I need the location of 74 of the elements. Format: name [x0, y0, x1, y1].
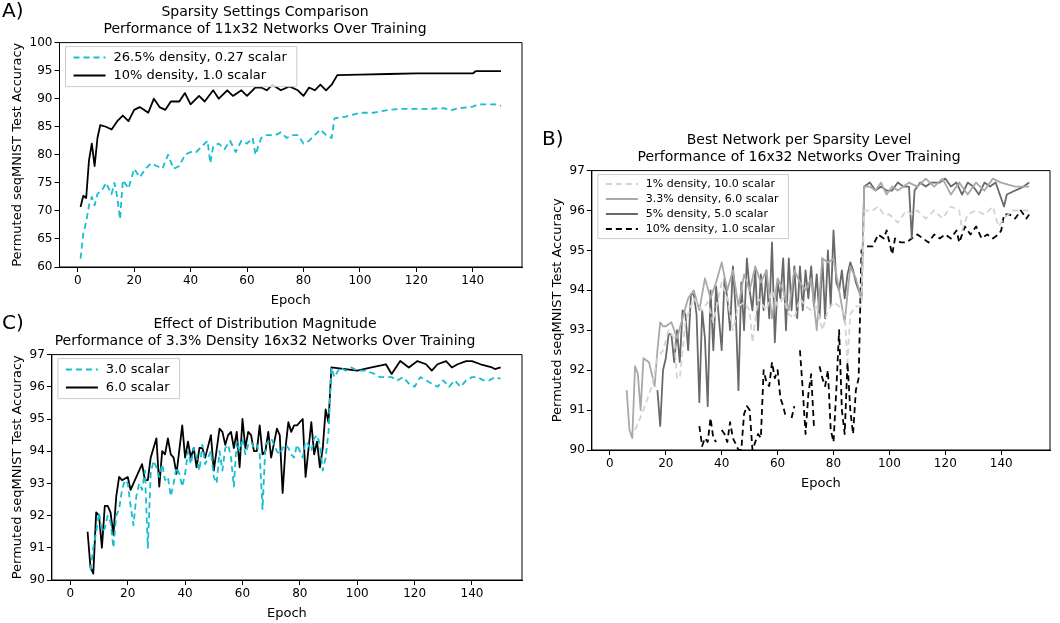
- y-tick-label: 94: [569, 282, 585, 297]
- y-tick-label: 94: [29, 443, 45, 458]
- legend-label: 3.3% density, 6.0 scalar: [645, 191, 779, 205]
- line-series: [634, 205, 1031, 431]
- y-tick-label: 95: [569, 242, 585, 257]
- x-tick-label: 100: [345, 586, 369, 601]
- chart-title: Best Network per Sparsity Level: [686, 131, 912, 148]
- y-tick-label: 96: [29, 378, 45, 393]
- legend-label: 10% density, 1.0 scalar: [645, 221, 776, 235]
- x-axis-title: Epoch: [267, 604, 307, 620]
- legend-label: 3.0 scalar: [105, 360, 171, 376]
- x-tick-label: 80: [292, 586, 308, 601]
- x-tick-label: 40: [182, 273, 199, 288]
- legend-label: 5% density, 5.0 scalar: [645, 206, 769, 220]
- y-tick-label: 97: [29, 346, 45, 361]
- y-tick-label: 91: [569, 402, 585, 417]
- chart-title: Sparsity Settings Comparison: [161, 3, 369, 20]
- x-tick-label: 80: [825, 456, 842, 471]
- x-tick-label: 60: [234, 586, 251, 601]
- y-tick-label: 95: [29, 411, 45, 426]
- x-tick-label: 100: [877, 456, 901, 471]
- y-tick-label: 85: [37, 118, 53, 133]
- legend-label: 6.0 scalar: [105, 378, 171, 394]
- x-tick-label: 60: [239, 273, 255, 288]
- x-tick-label: 20: [126, 273, 142, 288]
- x-tick-label: 120: [404, 273, 428, 288]
- x-tick-label: 100: [348, 273, 372, 288]
- y-tick-label: 70: [37, 203, 53, 218]
- y-tick-label: 91: [29, 539, 45, 554]
- y-tick-label: 100: [29, 34, 53, 49]
- legend-label: 26.5% density, 0.27 scalar: [113, 48, 288, 64]
- y-tick-label: 65: [37, 231, 53, 246]
- y-axis-title: Permuted seqMNIST Test Accuracy: [9, 42, 25, 267]
- x-tick-label: 20: [120, 586, 136, 601]
- text: B): [542, 126, 564, 151]
- x-tick-label: 0: [73, 273, 82, 288]
- x-tick-label: 120: [403, 586, 427, 601]
- y-tick-label: 93: [569, 322, 585, 337]
- x-tick-label: 120: [933, 456, 957, 471]
- x-tick-label: 20: [658, 456, 674, 471]
- y-tick-label: 90: [569, 442, 585, 457]
- chart-title: Effect of Distribution Magnitude: [153, 315, 377, 332]
- line-series: [79, 103, 502, 260]
- x-tick-label: 140: [989, 456, 1013, 471]
- x-tick-label: 60: [769, 456, 786, 471]
- y-tick-label: 92: [569, 362, 585, 377]
- chart-subtitle: Performance of 11x32 Networks Over Training: [103, 19, 427, 36]
- y-tick-label: 97: [569, 162, 585, 177]
- text: C): [2, 310, 24, 335]
- y-tick-label: 96: [569, 202, 585, 217]
- y-tick-label: 90: [29, 572, 45, 587]
- x-tick-label: 140: [461, 273, 485, 288]
- x-tick-label: 40: [177, 586, 193, 601]
- chart-subtitle: Performance of 16x32 Networks Over Training: [637, 147, 961, 164]
- x-tick-label: 0: [66, 586, 75, 601]
- x-tick-label: 40: [714, 456, 730, 471]
- legend-label: 10% density, 1.0 scalar: [113, 66, 267, 82]
- y-tick-label: 80: [37, 146, 53, 161]
- y-tick-label: 93: [29, 475, 45, 490]
- legend-label: 1% density, 10.0 scalar: [645, 176, 776, 190]
- y-tick-label: 92: [29, 507, 45, 522]
- x-axis-title: Epoch: [270, 291, 311, 307]
- x-axis-title: Epoch: [801, 474, 841, 490]
- y-tick-label: 60: [37, 259, 53, 274]
- x-tick-label: 0: [606, 456, 614, 471]
- y-tick-label: 75: [37, 174, 53, 189]
- y-axis-title: Permuted seqMNIST Test Accuracy: [549, 197, 565, 423]
- x-tick-label: 140: [460, 586, 484, 601]
- y-axis-title: Permuted seqMNIST Test Accuracy: [9, 354, 25, 580]
- text: A): [2, 0, 24, 23]
- x-tick-label: 80: [295, 273, 312, 288]
- y-tick-label: 90: [37, 90, 53, 105]
- y-tick-label: 95: [37, 62, 53, 77]
- chart-subtitle: Performance of 3.3% Density 16x32 Networks Over Training: [54, 331, 476, 348]
